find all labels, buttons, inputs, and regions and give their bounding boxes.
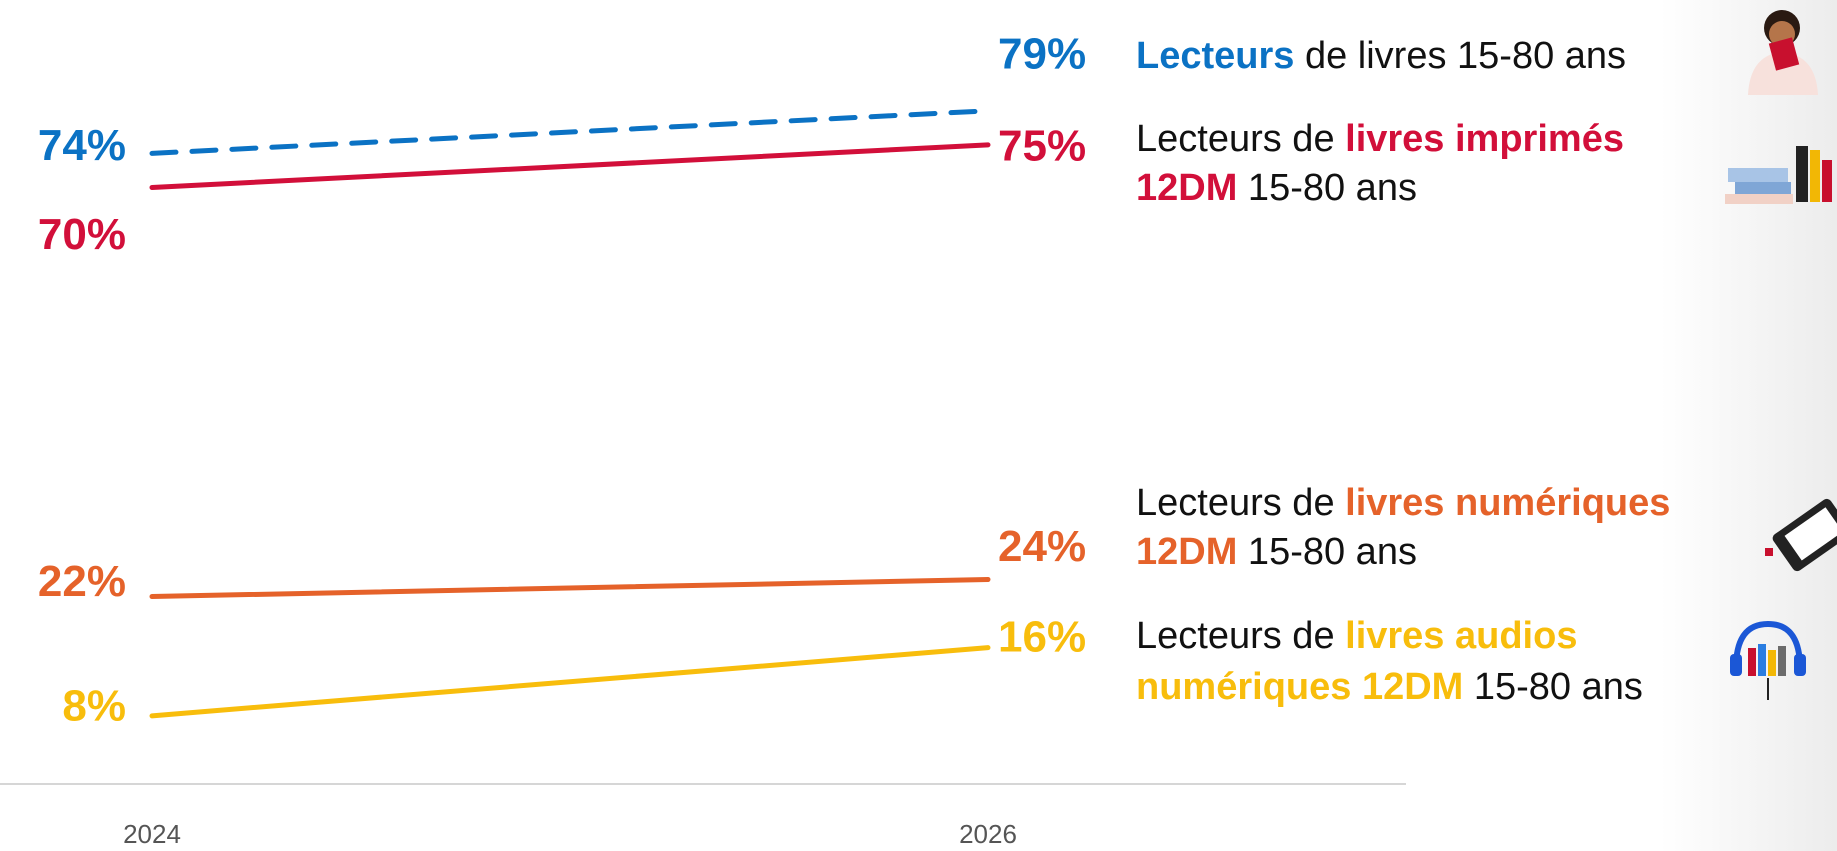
legend-text: 12DM xyxy=(1136,531,1237,573)
value-label: 70% xyxy=(38,210,126,259)
x-tick-label: 2024 xyxy=(123,819,181,849)
legend-text: Lecteurs de xyxy=(1136,482,1345,524)
value-label: 74% xyxy=(38,121,126,170)
legend-text: livres imprimés xyxy=(1345,118,1624,160)
legend-text: Lecteurs de xyxy=(1136,118,1345,160)
legend-text: Lecteurs xyxy=(1136,35,1294,77)
legend-text: 15-80 ans xyxy=(1237,531,1417,573)
value-label: 16% xyxy=(998,612,1086,661)
value-label: 8% xyxy=(62,681,126,730)
ereader-icon xyxy=(1765,498,1837,572)
series-line xyxy=(149,576,991,600)
value-label: 24% xyxy=(998,522,1086,571)
value-label: 22% xyxy=(38,557,126,606)
legend-entry: 12DM 15-80 ans xyxy=(1136,531,1417,573)
x-tick-label: 2026 xyxy=(959,819,1017,849)
legend-entry: Lecteurs de livres audios xyxy=(1136,615,1577,657)
value-label: 75% xyxy=(998,121,1086,170)
legend-text: livres audios xyxy=(1345,615,1577,657)
legend-text: 15-80 ans xyxy=(1237,167,1417,209)
series-line xyxy=(149,108,991,156)
legend-text: de livres 15-80 ans xyxy=(1294,35,1626,77)
audiobook-icon xyxy=(1730,620,1806,700)
series-line xyxy=(149,645,991,719)
legend-entry: numériques 12DM 15-80 ans xyxy=(1136,666,1643,708)
value-label: 79% xyxy=(998,29,1086,78)
legend-entry: Lecteurs de livres imprimés xyxy=(1136,118,1624,160)
books-icon xyxy=(1725,146,1832,204)
legend-entry: Lecteurs de livres 15-80 ans xyxy=(1136,35,1626,77)
legend-entry: 12DM 15-80 ans xyxy=(1136,167,1417,209)
legend-text: 12DM xyxy=(1136,167,1237,209)
legend-text: Lecteurs de xyxy=(1136,615,1345,657)
reader-icon xyxy=(1748,10,1818,95)
legend-text: livres numériques xyxy=(1345,482,1670,524)
background-panel xyxy=(1660,0,1837,851)
series-line xyxy=(149,142,991,190)
legend-text: numériques 12DM xyxy=(1136,666,1463,708)
legend-entry: Lecteurs de livres numériques xyxy=(1136,482,1670,524)
legend-text: 15-80 ans xyxy=(1463,666,1643,708)
